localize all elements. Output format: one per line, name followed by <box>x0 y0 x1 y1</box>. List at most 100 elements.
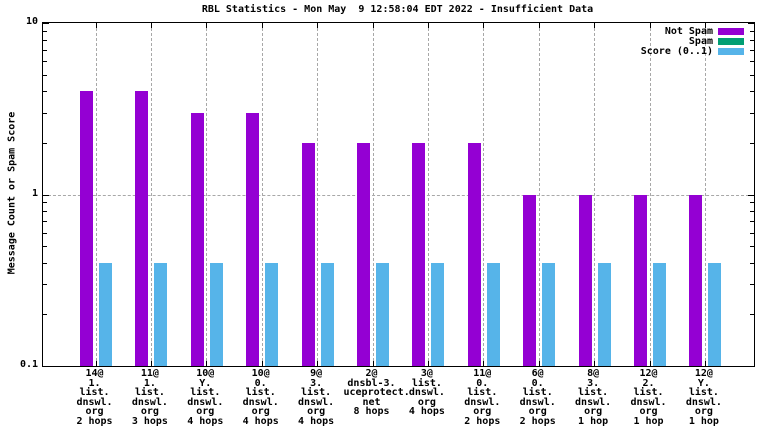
y-minor-tick <box>750 232 754 234</box>
legend-swatch <box>718 47 744 55</box>
x-tick-label-line: list. <box>245 387 276 398</box>
x-tick-label-line: 3 hops <box>131 415 168 427</box>
bar-score-0-1- <box>376 262 389 366</box>
x-tick-label-line: 4 hops <box>242 415 279 427</box>
bar-score-0-1- <box>99 262 112 366</box>
x-tick-label-line: list. <box>578 387 609 398</box>
y-minor-tick <box>43 112 47 114</box>
x-tick-label: 10@ 0. list. dnswl. org 4 hops <box>233 369 289 426</box>
x-tick-label-line: 3. <box>587 377 600 389</box>
x-tick-label-line: 2 hops <box>76 415 113 427</box>
x-tick-label-line: 1. <box>88 377 101 389</box>
x-gridline <box>538 23 540 366</box>
y-minor-tick <box>750 91 754 93</box>
y-minor-tick <box>43 202 47 204</box>
y-minor-tick <box>43 49 47 51</box>
x-tick-label-line: dnswl. <box>464 396 501 408</box>
x-tick-label-line: list. <box>79 387 110 398</box>
x-tick-label-line: dnsbl-3. <box>347 377 396 389</box>
y-minor-tick <box>750 262 754 264</box>
x-tick-label-line: dnswl. <box>575 396 612 408</box>
y-major-tick <box>748 194 754 196</box>
x-tick-label-line: 0. <box>476 377 489 389</box>
x-gridline <box>483 23 485 366</box>
x-tick-label-line: list. <box>190 387 221 398</box>
bar-score-0-1- <box>320 262 334 366</box>
y-minor-tick <box>43 39 47 41</box>
x-tick-label-line: 3@ <box>420 368 433 379</box>
bar-not-spam <box>412 142 426 366</box>
y-minor-tick <box>43 61 47 63</box>
y-major-tick <box>43 23 49 24</box>
x-tick-label-line: 3. <box>310 377 323 389</box>
x-tick-label-line: dnswl. <box>685 396 722 408</box>
y-minor-tick <box>750 284 754 286</box>
x-tick-label-line: org <box>417 396 436 408</box>
x-tick-label-line: dnswl. <box>131 396 168 408</box>
x-tick-label: 14@ 1. list. dnswl. org 2 hops <box>67 369 123 426</box>
bar-score-0-1- <box>486 262 500 366</box>
bar-not-spam <box>578 194 592 366</box>
bar-score-0-1- <box>708 262 722 366</box>
x-gridline <box>704 23 706 366</box>
bar-score-0-1- <box>154 262 168 366</box>
y-minor-tick <box>43 262 47 264</box>
x-tick-label-line: 2. <box>642 377 655 389</box>
y-major-tick <box>43 366 49 367</box>
y-minor-tick <box>750 246 754 248</box>
x-tick-label-line: list. <box>688 387 719 398</box>
y-tick-label: 1 <box>31 187 38 199</box>
bar-not-spam <box>357 142 370 366</box>
x-tick-label-line: 4 hops <box>408 406 445 417</box>
x-tick-bottom <box>261 361 263 366</box>
x-tick-bottom <box>317 361 319 366</box>
y-tick-label: 0.1 <box>19 359 38 370</box>
x-gridline <box>594 23 596 366</box>
x-gridline <box>372 23 374 366</box>
y-tick-label: 10 <box>25 16 38 27</box>
y-minor-tick <box>43 30 47 32</box>
x-tick-label-line: 1 hop <box>578 415 609 427</box>
y-minor-tick <box>750 74 754 76</box>
y-minor-tick <box>43 74 47 76</box>
x-tick-label-line: 14@ <box>85 368 104 379</box>
y-minor-tick <box>43 221 47 223</box>
bar-not-spam <box>80 91 93 366</box>
bar-score-0-1- <box>597 262 611 366</box>
y-minor-tick <box>43 142 47 144</box>
y-minor-tick <box>750 221 754 223</box>
y-minor-tick <box>750 39 754 41</box>
x-tick-label-line: list. <box>411 377 442 389</box>
x-gridline <box>317 23 319 366</box>
x-tick-label-line: dnswl. <box>187 396 224 408</box>
legend-row: Score (0..1) <box>641 46 744 57</box>
legend-row: Not Spam <box>641 25 744 37</box>
x-gridline <box>206 23 208 366</box>
x-tick-label: 10@ Y. list. dnswl. org 4 hops <box>177 369 233 426</box>
x-gridline <box>649 23 651 366</box>
x-tick-label-line: dnswl. <box>519 396 556 408</box>
x-tick-top <box>538 23 540 28</box>
x-tick-label: 11@ 0. list. dnswl. org 2 hops <box>454 369 510 426</box>
x-tick-label-line: Y. <box>697 377 710 389</box>
x-gridline <box>95 23 97 366</box>
bar-score-0-1- <box>265 262 279 366</box>
x-gridline <box>427 23 429 366</box>
x-tick-bottom <box>95 361 97 366</box>
x-tick-top <box>150 23 152 28</box>
y-minor-tick <box>43 284 47 286</box>
y-minor-tick <box>750 211 754 213</box>
x-tick-label: 9@ 3. list. dnswl. org 4 hops <box>288 369 344 426</box>
bar-not-spam <box>523 194 537 366</box>
legend-swatch <box>718 27 744 35</box>
x-tick-label-line: dnswl. <box>408 387 445 398</box>
legend-label: Not Spam <box>664 25 713 37</box>
legend-swatch <box>718 37 744 45</box>
y-major-tick <box>43 194 49 196</box>
x-tick-label-line: org <box>196 406 215 417</box>
x-tick-label-line: 12@ <box>694 368 713 379</box>
x-tick-label-line: 0. <box>254 377 267 389</box>
x-tick-label-line: org <box>140 406 159 417</box>
x-tick-top <box>206 23 208 28</box>
x-tick-bottom <box>649 361 651 366</box>
